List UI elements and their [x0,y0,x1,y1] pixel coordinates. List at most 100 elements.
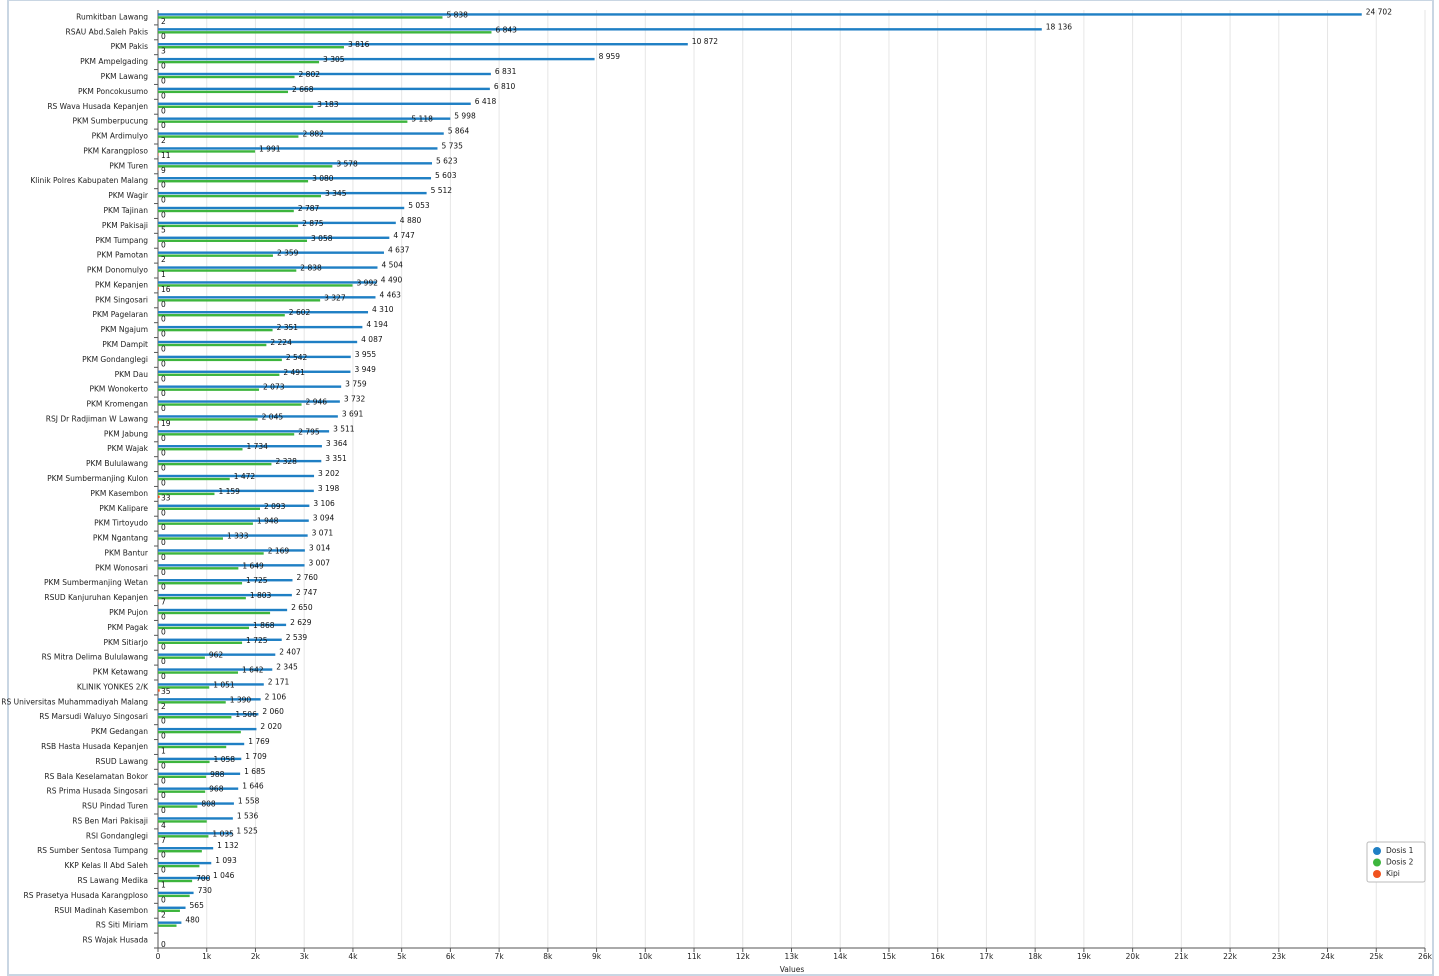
bar [158,701,226,704]
x-tick-label: 5k [397,952,407,961]
data-label: 1 734 [246,442,268,451]
y-tick-label: RSUD Kanjuruhan Kepanjen [44,593,148,602]
bar [158,924,177,927]
bar [158,462,272,466]
x-tick-label: 12k [736,952,751,961]
bar [158,495,160,499]
y-tick-label: PKM Pakisaji [102,221,148,230]
data-label: 0 [161,434,166,443]
data-label: 2 345 [276,663,298,672]
bar [158,522,253,525]
bar [158,105,314,108]
data-label: 1 725 [246,636,268,645]
data-label: 0 [161,523,166,532]
bar [158,43,688,46]
x-tick-label: 16k [931,952,946,961]
data-label: 10 872 [692,37,718,46]
bar [158,239,308,242]
y-tick-label: PKM Kalipare [99,504,148,513]
x-tick-label: 24k [1321,952,1336,961]
data-label: 2 838 [300,264,322,273]
data-label: 2 359 [277,249,299,258]
data-label: 0 [161,553,166,562]
bar [158,191,427,195]
data-label: 2 [161,136,166,145]
data-label: 2 946 [306,398,328,407]
bar [158,742,245,746]
data-label: 1 390 [230,695,252,704]
bar [158,593,292,597]
data-label: 2 [161,910,166,919]
legend-marker [1373,858,1381,867]
bar [158,713,259,716]
bar [158,689,160,692]
data-label: 3 183 [317,100,339,109]
data-label: 3 058 [311,234,333,243]
bar [158,861,212,865]
bar [158,418,258,421]
bar [158,60,320,64]
y-tick-label: PKM Pagelaran [92,310,148,319]
y-tick-label: PKM Kepanjen [95,280,148,289]
bar [158,281,377,284]
legend-label: Dosis 2 [1386,858,1414,867]
data-label: 0 [161,613,166,622]
y-tick-label: RS Ben Mari Pakisaji [72,816,148,825]
bar [158,72,491,76]
bar [158,448,243,451]
y-tick-label: KKP Kelas II Abd Saleh [64,861,148,870]
y-tick-label: PKM Gondanglegi [82,355,148,364]
y-tick-label: PKM Ardimulyo [92,132,149,141]
data-label: 0 [161,181,166,190]
data-label: 2 [161,255,166,264]
bar [158,340,358,344]
x-tick-label: 3k [300,952,310,961]
data-label: 4 [161,821,166,830]
legend-box [1366,841,1426,883]
y-tick-label: PKM Wajak [107,444,149,453]
data-label: 0 [161,940,166,949]
bar [158,165,333,168]
data-label: 1 472 [234,472,256,481]
data-label: 3 732 [344,395,366,404]
data-label: 2 875 [302,219,324,228]
x-tick-label: 11k [687,952,702,961]
y-tick-label: PKM Dau [115,370,149,379]
data-label: 8 959 [599,52,621,61]
bar [158,221,396,225]
data-label: 0 [161,479,166,488]
data-label: 2 [161,702,166,711]
x-tick-label: 8k [543,952,553,961]
bar [158,117,451,120]
bar [158,757,242,761]
data-label: 2 169 [268,546,290,555]
y-tick-label: RSB Hasta Husada Kepanjen [41,742,148,751]
bar [158,608,288,612]
bar [158,638,282,641]
y-tick-label: PKM Turen [109,161,148,170]
y-tick-label: RS Prasetya Husada Karangploso [24,891,149,900]
data-label: 480 [185,916,200,925]
bar [158,150,256,153]
bar [158,492,215,496]
data-label: 5 118 [411,115,433,124]
data-label: 2 093 [264,502,286,511]
y-tick-label: RS Bala Keselamatan Bokor [44,772,148,781]
bar [158,400,340,403]
data-label: 7 [161,836,166,845]
data-label: 19 [161,419,171,428]
bar [158,626,250,630]
data-label: 7 [161,598,166,607]
data-label: 0 [161,211,166,220]
bar [158,299,321,302]
data-label: 1 868 [253,621,275,630]
data-label: 5 735 [441,141,463,150]
y-tick-label: PKM Tumpang [95,236,148,245]
data-label: 9 [161,166,166,175]
bar [158,224,299,228]
data-label: 4 504 [381,261,403,270]
y-tick-label: PKM Karangploso [83,146,148,155]
y-tick-label: PKM Pujon [109,608,148,617]
bar [158,790,206,793]
bar [158,284,353,287]
